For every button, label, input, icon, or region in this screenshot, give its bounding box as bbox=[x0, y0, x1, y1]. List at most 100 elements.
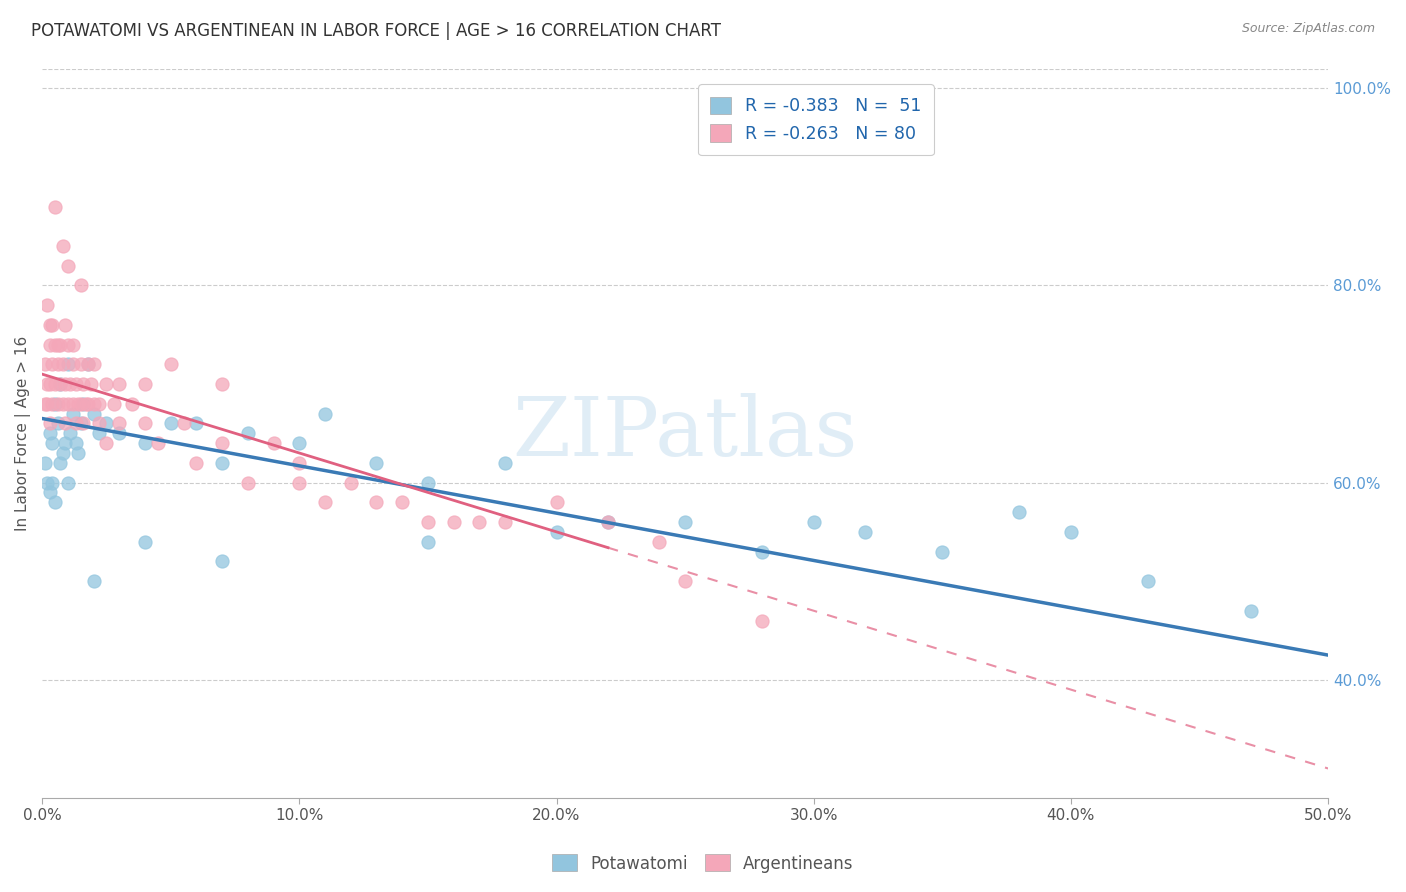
Point bbox=[46, 337, 69, 351]
Point bbox=[96, 417, 118, 431]
Point bbox=[59, 426, 82, 441]
Point bbox=[494, 456, 516, 470]
Point bbox=[288, 475, 311, 490]
Y-axis label: In Labor Force | Age > 16: In Labor Force | Age > 16 bbox=[15, 335, 31, 531]
Point bbox=[56, 357, 79, 371]
Point bbox=[52, 446, 75, 460]
Point bbox=[37, 376, 59, 391]
Point bbox=[34, 456, 56, 470]
Point bbox=[366, 456, 388, 470]
Point bbox=[83, 407, 105, 421]
Point bbox=[41, 357, 63, 371]
Point bbox=[134, 534, 156, 549]
Point bbox=[186, 417, 208, 431]
Point bbox=[41, 475, 63, 490]
Point bbox=[87, 397, 110, 411]
Point bbox=[211, 456, 233, 470]
Point bbox=[416, 515, 439, 529]
Point bbox=[83, 397, 105, 411]
Point bbox=[53, 376, 76, 391]
Point bbox=[65, 436, 87, 450]
Point bbox=[53, 318, 76, 332]
Point bbox=[314, 407, 336, 421]
Point bbox=[77, 397, 100, 411]
Point bbox=[53, 436, 76, 450]
Point bbox=[52, 357, 75, 371]
Point bbox=[751, 614, 773, 628]
Point bbox=[46, 397, 69, 411]
Point bbox=[59, 376, 82, 391]
Point bbox=[72, 376, 94, 391]
Point bbox=[69, 397, 91, 411]
Point bbox=[77, 357, 100, 371]
Point bbox=[87, 417, 110, 431]
Point bbox=[853, 524, 876, 539]
Point bbox=[673, 515, 696, 529]
Point bbox=[37, 397, 59, 411]
Point bbox=[67, 397, 90, 411]
Point bbox=[44, 200, 66, 214]
Point bbox=[72, 417, 94, 431]
Point bbox=[38, 376, 60, 391]
Point bbox=[673, 574, 696, 589]
Point bbox=[38, 337, 60, 351]
Point bbox=[751, 544, 773, 558]
Point bbox=[546, 495, 568, 509]
Point bbox=[108, 426, 131, 441]
Text: POTAWATOMI VS ARGENTINEAN IN LABOR FORCE | AGE > 16 CORRELATION CHART: POTAWATOMI VS ARGENTINEAN IN LABOR FORCE… bbox=[31, 22, 721, 40]
Point bbox=[69, 417, 91, 431]
Point bbox=[41, 436, 63, 450]
Point bbox=[211, 436, 233, 450]
Point bbox=[44, 376, 66, 391]
Point bbox=[75, 397, 97, 411]
Point bbox=[108, 417, 131, 431]
Point bbox=[53, 417, 76, 431]
Point bbox=[339, 475, 361, 490]
Point bbox=[648, 534, 671, 549]
Point bbox=[596, 515, 619, 529]
Text: Source: ZipAtlas.com: Source: ZipAtlas.com bbox=[1241, 22, 1375, 36]
Point bbox=[46, 357, 69, 371]
Point bbox=[211, 376, 233, 391]
Point bbox=[69, 278, 91, 293]
Point bbox=[37, 298, 59, 312]
Point bbox=[56, 259, 79, 273]
Point bbox=[69, 357, 91, 371]
Point bbox=[72, 397, 94, 411]
Point bbox=[416, 534, 439, 549]
Point bbox=[1008, 505, 1031, 519]
Point bbox=[366, 495, 388, 509]
Point bbox=[1060, 524, 1083, 539]
Point bbox=[416, 475, 439, 490]
Point bbox=[87, 426, 110, 441]
Point bbox=[38, 417, 60, 431]
Point bbox=[62, 337, 84, 351]
Point bbox=[391, 495, 413, 509]
Point bbox=[38, 318, 60, 332]
Point bbox=[83, 357, 105, 371]
Point bbox=[173, 417, 195, 431]
Point bbox=[468, 515, 491, 529]
Point bbox=[134, 436, 156, 450]
Point bbox=[44, 397, 66, 411]
Point bbox=[803, 515, 825, 529]
Point bbox=[121, 397, 143, 411]
Point bbox=[44, 337, 66, 351]
Point bbox=[38, 426, 60, 441]
Point bbox=[288, 436, 311, 450]
Point bbox=[443, 515, 465, 529]
Point bbox=[108, 376, 131, 391]
Text: ZIPatlas: ZIPatlas bbox=[512, 393, 858, 474]
Point bbox=[52, 397, 75, 411]
Point bbox=[159, 417, 181, 431]
Point bbox=[96, 436, 118, 450]
Point bbox=[62, 407, 84, 421]
Point bbox=[56, 337, 79, 351]
Point bbox=[49, 376, 72, 391]
Point bbox=[263, 436, 285, 450]
Point bbox=[49, 376, 72, 391]
Legend: Potawatomi, Argentineans: Potawatomi, Argentineans bbox=[546, 847, 860, 880]
Point bbox=[146, 436, 169, 450]
Point bbox=[1240, 604, 1263, 618]
Point bbox=[65, 417, 87, 431]
